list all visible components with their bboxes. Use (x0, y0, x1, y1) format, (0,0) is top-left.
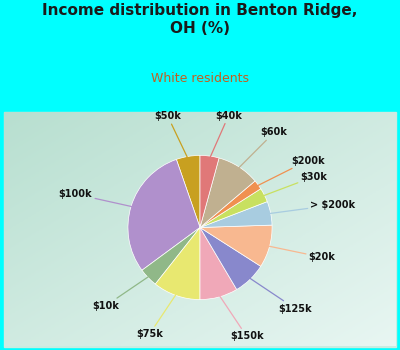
Wedge shape (200, 228, 237, 300)
Text: $200k: $200k (255, 156, 324, 187)
Text: $30k: $30k (261, 172, 328, 197)
Text: > $200k: > $200k (267, 200, 356, 214)
Text: $40k: $40k (209, 111, 242, 160)
Text: $20k: $20k (266, 246, 336, 262)
Wedge shape (155, 228, 200, 300)
Text: $100k: $100k (59, 189, 135, 207)
Wedge shape (200, 228, 261, 289)
Text: @ City-Data.com: @ City-Data.com (312, 158, 388, 167)
Wedge shape (128, 159, 200, 270)
Text: $60k: $60k (237, 127, 288, 170)
Text: $10k: $10k (92, 275, 151, 311)
Wedge shape (200, 158, 255, 228)
Wedge shape (200, 202, 272, 228)
Text: $125k: $125k (248, 277, 312, 314)
Wedge shape (200, 225, 272, 266)
Wedge shape (200, 189, 267, 228)
Wedge shape (200, 181, 261, 228)
Wedge shape (142, 228, 200, 284)
Text: $50k: $50k (154, 111, 189, 160)
Wedge shape (176, 155, 200, 228)
Wedge shape (200, 155, 219, 228)
Text: White residents: White residents (151, 72, 249, 85)
Text: $150k: $150k (218, 294, 264, 341)
Text: $75k: $75k (136, 292, 178, 339)
Text: Income distribution in Benton Ridge,
OH (%): Income distribution in Benton Ridge, OH … (42, 4, 358, 36)
